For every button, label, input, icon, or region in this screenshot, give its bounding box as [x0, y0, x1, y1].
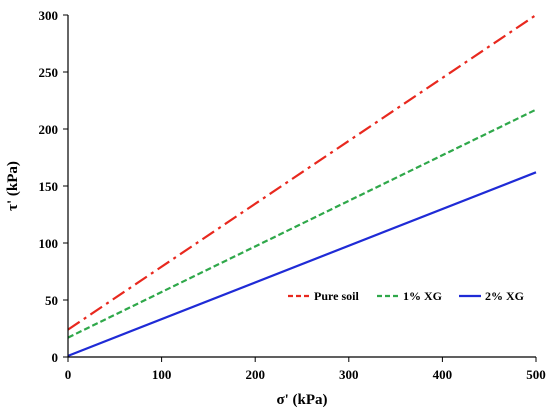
y-tick-label: 150 — [39, 179, 59, 194]
legend-label-pure-soil: Pure soil — [314, 289, 359, 303]
y-tick-label: 250 — [39, 65, 59, 80]
y-axis-title: τ' (kPa) — [5, 161, 21, 211]
legend: Pure soil 1% XG 2% XG — [288, 289, 524, 303]
x-tick-label: 100 — [152, 367, 172, 382]
series-line-0 — [67, 14, 537, 331]
series-line-1 — [67, 108, 537, 339]
x-tick-label: 300 — [339, 367, 359, 382]
x-axis-ticks: 0 100 200 300 400 500 — [65, 357, 546, 382]
y-tick-label: 50 — [45, 293, 58, 308]
y-tick-label: 300 — [39, 8, 59, 23]
x-tick-label: 0 — [65, 367, 72, 382]
x-tick-label: 500 — [526, 367, 546, 382]
y-tick-label: 100 — [39, 236, 59, 251]
y-tick-label: 0 — [52, 350, 59, 365]
x-tick-label: 400 — [433, 367, 453, 382]
x-tick-label: 200 — [245, 367, 265, 382]
y-axis-ticks: 0 50 100 150 200 250 300 — [39, 8, 68, 365]
y-tick-label: 200 — [39, 122, 59, 137]
axes — [67, 15, 536, 358]
legend-label-2pct-xg: 2% XG — [485, 289, 524, 303]
series-line-2 — [67, 171, 537, 357]
x-axis-title: σ' (kPa) — [276, 392, 327, 408]
series-lines — [67, 14, 537, 357]
legend-label-1pct-xg: 1% XG — [403, 289, 442, 303]
